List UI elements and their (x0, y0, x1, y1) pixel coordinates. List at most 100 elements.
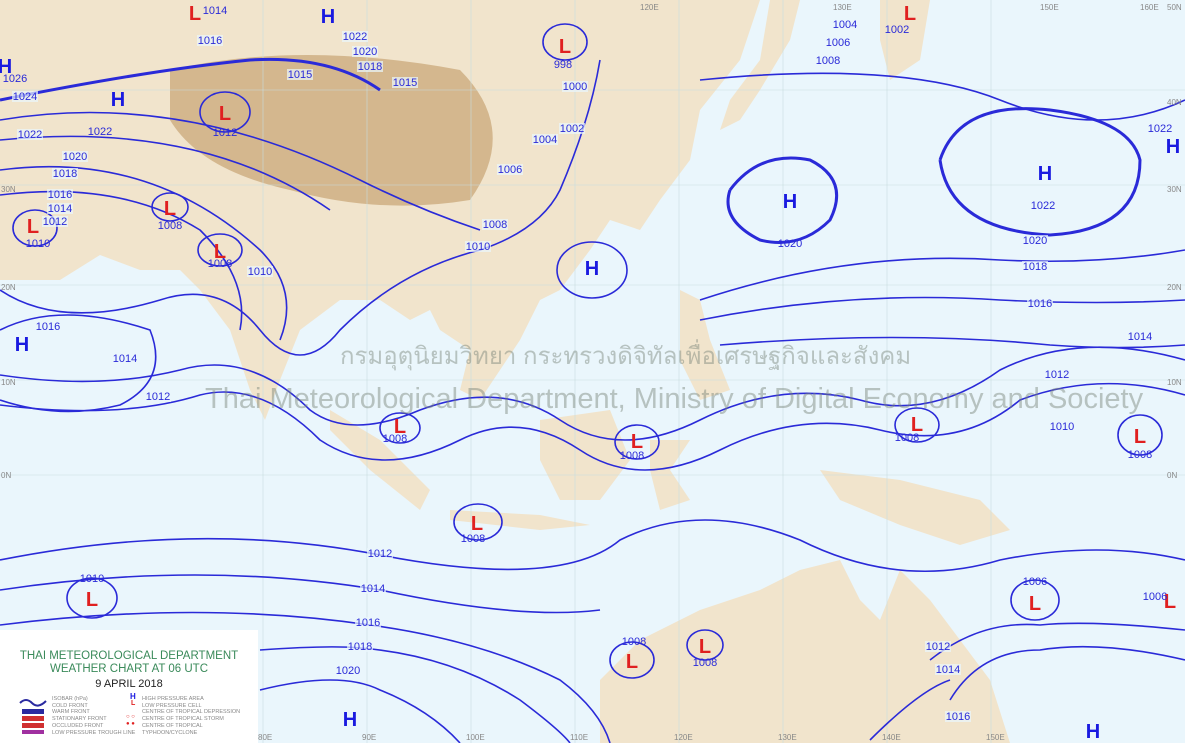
land-philippines (680, 290, 730, 400)
low-pressure-center: L (86, 589, 98, 611)
isobar-value-label: 1016 (198, 35, 222, 47)
low-pressure-center: L (1164, 591, 1176, 613)
legend-title: WEATHER CHART AT 06 UTC (49, 663, 209, 675)
isobar-value-label: 1012 (368, 548, 392, 560)
isobar-value-label: 1008 (816, 55, 840, 67)
lon-label: 110E (570, 733, 588, 742)
isobar-value-label: 1024 (13, 91, 37, 103)
high-pressure-center: H (0, 56, 12, 78)
lat-label: 30N (1167, 185, 1182, 194)
center-pressure-value: 1026 (3, 73, 27, 85)
low-pressure-center: L (214, 241, 226, 263)
lon-label: 120E (640, 3, 659, 12)
low-pressure-center: L (27, 216, 39, 238)
lon-label: 150E (986, 733, 1005, 742)
high-pressure-center: H (585, 258, 599, 280)
low-pressure-center: L (394, 416, 406, 438)
high-pressure-center: H (783, 191, 797, 213)
high-pressure-center: H (1038, 163, 1052, 185)
isobar-value-label: 1014 (936, 664, 960, 676)
lon-label: 150E (1040, 3, 1059, 12)
lat-label: 20N (1, 283, 16, 292)
legend-item: LOW PRESSURE TROUGH LINE (52, 729, 136, 736)
isobar-value-label: 1010 (248, 266, 272, 278)
isobar-value-label: 1020 (353, 46, 377, 58)
high-pressure-center: H (1086, 721, 1100, 743)
low-pressure-center: L (699, 636, 711, 658)
isobar-labels: 1014101210121014101610181020101810161014… (12, 19, 1153, 723)
center-pressure-value: 1006 (1143, 591, 1167, 603)
high-pressure-center: H (15, 334, 29, 356)
center-pressure-value: 998 (554, 59, 572, 71)
lat-label: 20N (1167, 283, 1182, 292)
low-pressure-center: L (904, 3, 916, 25)
isobar-value-label: 1016 (356, 617, 380, 629)
isobar-value-label: 1020 (336, 665, 360, 677)
legend-item: STATIONARY FRONT (52, 716, 107, 723)
land-kamchatka (880, 0, 930, 80)
isobar-value-label: 1022 (343, 31, 367, 43)
legend-typhoon-symbol: ● ● (126, 721, 135, 727)
legend-date: 9 APRIL 2018 (95, 678, 163, 690)
isobar-value-label: 1014 (48, 203, 72, 215)
land-japan (720, 0, 800, 130)
center-pressure-value: 1006 (1023, 576, 1047, 588)
isobar-value-label: 1015 (393, 77, 417, 89)
legend-item: CENTRE OF TROPICAL DEPRESSION (142, 709, 241, 716)
center-pressure-value: 1014 (203, 5, 227, 17)
isobar-value-label: 1016 (48, 189, 72, 201)
lon-label: 100E (466, 733, 485, 742)
isobar-value-label: 1014 (1128, 331, 1152, 343)
land-java (450, 510, 590, 530)
low-pressure-center: L (626, 651, 638, 673)
legend-storm-symbol: ○ ○ (126, 714, 135, 720)
center-pressure-value: 1022 (1031, 200, 1055, 212)
center-pressure-value: 1008 (208, 258, 232, 270)
isobar-value-label: 1006 (498, 164, 522, 176)
low-pressure-center: L (189, 3, 201, 25)
isobar-value-label: 1002 (560, 123, 584, 135)
center-pressure-value: 1008 (622, 636, 646, 648)
isobar-value-label: 1012 (1045, 369, 1069, 381)
isobar-value-label: 1014 (113, 353, 137, 365)
lat-label: 10N (1, 378, 16, 387)
lon-label: 140E (882, 733, 901, 742)
center-pressure-value: 1016 (36, 321, 60, 333)
isobar-value-label: 1012 (43, 216, 67, 228)
lat-label: 50N (1167, 3, 1182, 12)
center-pressure-value: 1008 (461, 533, 485, 545)
isobar-value-label: 1012 (146, 391, 170, 403)
center-pressure-value: 1010 (26, 238, 50, 250)
high-pressure-center: H (321, 6, 335, 28)
isobar-value-label: 1016 (1028, 298, 1052, 310)
isobar-value-label: 1020 (1023, 235, 1047, 247)
high-pressure-center: H (111, 89, 125, 111)
isobar-value-label: 1018 (53, 168, 77, 180)
isobar-value-label: 1014 (361, 583, 385, 595)
lon-label: 120E (674, 733, 693, 742)
land-new-guinea (820, 470, 1010, 545)
isobar-value-label: 1008 (483, 219, 507, 231)
low-pressure-center: L (471, 513, 483, 535)
center-pressure-value: 1002 (885, 24, 909, 36)
legend-item: LOW PRESSURE CELL (142, 702, 202, 709)
isobar-value-label: 1020 (63, 151, 87, 163)
legend-l-symbol: L (131, 700, 136, 707)
legend-item: WARM FRONT (52, 709, 90, 716)
isobar-value-label: 1000 (563, 81, 587, 93)
legend-item: ISOBAR (hPa) (52, 696, 88, 702)
lon-label: 130E (778, 733, 797, 742)
center-pressure-value: 1008 (693, 657, 717, 669)
legend-item: OCCLUDED FRONT (52, 722, 104, 729)
isobar-value-label: 1022 (18, 129, 42, 141)
lat-label: 10N (1167, 378, 1182, 387)
low-pressure-center: L (219, 103, 231, 125)
center-pressure-value: 1008 (620, 450, 644, 462)
center-pressure-value: 1008 (895, 432, 919, 444)
land-borneo (540, 410, 630, 500)
lat-label: 0N (1, 471, 11, 480)
high-pressure-center: H (343, 709, 357, 731)
isobar-value-label: 1016 (946, 711, 970, 723)
